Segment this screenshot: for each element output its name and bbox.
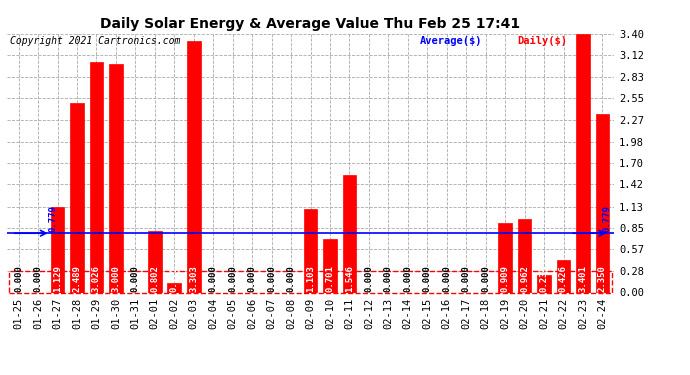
Bar — [168, 283, 181, 292]
Text: 0.000: 0.000 — [248, 265, 257, 292]
Text: 1.546: 1.546 — [345, 265, 354, 292]
Text: 0.779: 0.779 — [603, 206, 612, 232]
Text: 0.802: 0.802 — [150, 265, 159, 292]
Bar — [343, 175, 356, 292]
Text: 0.122: 0.122 — [170, 265, 179, 292]
Bar — [9, 271, 612, 292]
Text: 3.026: 3.026 — [92, 265, 101, 292]
Text: 0.000: 0.000 — [364, 265, 373, 292]
Bar — [538, 275, 551, 292]
Bar — [304, 209, 317, 292]
Text: 2.489: 2.489 — [72, 265, 81, 292]
Bar — [187, 41, 201, 292]
Text: 3.303: 3.303 — [189, 265, 198, 292]
Bar — [148, 231, 161, 292]
Text: 1.103: 1.103 — [306, 265, 315, 292]
Text: 3.401: 3.401 — [578, 265, 587, 292]
Text: 0.000: 0.000 — [131, 265, 140, 292]
Bar — [518, 219, 531, 292]
Text: 0.234: 0.234 — [540, 265, 549, 292]
Text: 1.129: 1.129 — [53, 265, 62, 292]
Bar — [576, 34, 590, 292]
Text: 0.000: 0.000 — [14, 265, 23, 292]
Text: 0.000: 0.000 — [462, 265, 471, 292]
Text: 0.701: 0.701 — [326, 265, 335, 292]
Text: 0.000: 0.000 — [34, 265, 43, 292]
Text: 0.000: 0.000 — [384, 265, 393, 292]
Text: 0.779: 0.779 — [48, 206, 57, 232]
Text: 0.000: 0.000 — [286, 265, 295, 292]
Bar — [323, 239, 337, 292]
Title: Daily Solar Energy & Average Value Thu Feb 25 17:41: Daily Solar Energy & Average Value Thu F… — [101, 17, 520, 31]
Text: 0.000: 0.000 — [228, 265, 237, 292]
Text: Daily($): Daily($) — [517, 36, 567, 46]
Bar — [557, 260, 571, 292]
Bar — [498, 224, 512, 292]
Bar — [90, 62, 104, 292]
Text: 0.000: 0.000 — [404, 265, 413, 292]
Bar — [70, 103, 83, 292]
Text: 0.909: 0.909 — [501, 265, 510, 292]
Text: 3.000: 3.000 — [111, 265, 120, 292]
Text: 0.000: 0.000 — [481, 265, 490, 292]
Bar — [595, 114, 609, 292]
Text: 0.000: 0.000 — [423, 265, 432, 292]
Bar — [50, 207, 64, 292]
Text: Copyright 2021 Cartronics.com: Copyright 2021 Cartronics.com — [10, 36, 180, 46]
Text: 2.350: 2.350 — [598, 265, 607, 292]
Text: 0.000: 0.000 — [208, 265, 217, 292]
Text: Average($): Average($) — [420, 36, 482, 46]
Bar — [109, 64, 123, 292]
Text: 0.962: 0.962 — [520, 265, 529, 292]
Text: 0.000: 0.000 — [442, 265, 451, 292]
Text: 0.000: 0.000 — [267, 265, 276, 292]
Text: 0.426: 0.426 — [559, 265, 568, 292]
